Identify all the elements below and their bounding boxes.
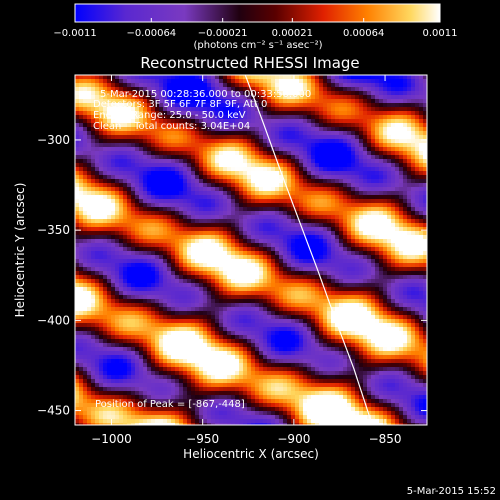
x-tick-label: −900 xyxy=(277,432,310,446)
y-axis: −300 −350 −400 −450 xyxy=(37,133,427,418)
colorbar-tick-label: −0.00064 xyxy=(126,28,176,39)
heatmap-image xyxy=(75,75,427,425)
chart-title: Reconstructed RHESSI Image xyxy=(140,54,359,72)
colorbar-ticks: −0.0011 −0.00064 −0.00021 0.00021 0.00064 0.0… xyxy=(53,18,458,39)
y-tick-label: −350 xyxy=(37,223,70,237)
y-tick-label: −400 xyxy=(37,313,70,327)
footer-timestamp: 5-Mar-2015 15:52 xyxy=(407,486,496,497)
colorbar-tick-label: −0.00021 xyxy=(198,28,248,39)
colorbar-unit-label: (photons cm⁻² s⁻¹ asec⁻²) xyxy=(193,40,322,51)
solar-limb-curve xyxy=(244,75,373,425)
x-tick-label: −1000 xyxy=(91,432,132,446)
colorbar-gradient xyxy=(74,3,441,23)
plot-frame xyxy=(74,74,428,426)
colorbar-tick-label: 0.0011 xyxy=(423,28,458,39)
annotation-peak: Position of Peak = [-867,-448] xyxy=(95,399,245,410)
x-axis-label: Heliocentric X (arcsec) xyxy=(183,447,319,461)
x-tick-label: −950 xyxy=(186,432,219,446)
annotation-block: 5-Mar-2015 00:28:36.000 to 00:33:50.000 … xyxy=(93,89,311,410)
colorbar-tick-label: 0.00064 xyxy=(343,28,384,39)
y-axis-label: Heliocentric Y (arcsec) xyxy=(13,183,27,318)
x-axis: −1000 −950 −900 −850 xyxy=(91,75,402,446)
annotation-detectors: Detectors: 3F 5F 6F 7F 8F 9F, Att 0 xyxy=(93,99,267,110)
y-tick-label: −300 xyxy=(37,133,70,147)
annotation-time-range: 5-Mar-2015 00:28:36.000 to 00:33:50.000 xyxy=(100,89,311,100)
colorbar-tick-label: 0.00021 xyxy=(272,28,313,39)
plot-area xyxy=(74,74,428,426)
colorbar-tick-label: −0.0011 xyxy=(53,28,96,39)
annotation-energy: Energy Range: 25.0 - 50.0 keV xyxy=(93,110,246,121)
y-tick-label: −450 xyxy=(37,404,70,418)
annotation-clean: Clean Total counts: 3.04E+04 xyxy=(93,121,250,132)
colorbar: −0.0011 −0.00064 −0.00021 0.00021 0.00064 0.0… xyxy=(53,3,458,51)
x-tick-label: −850 xyxy=(369,432,402,446)
